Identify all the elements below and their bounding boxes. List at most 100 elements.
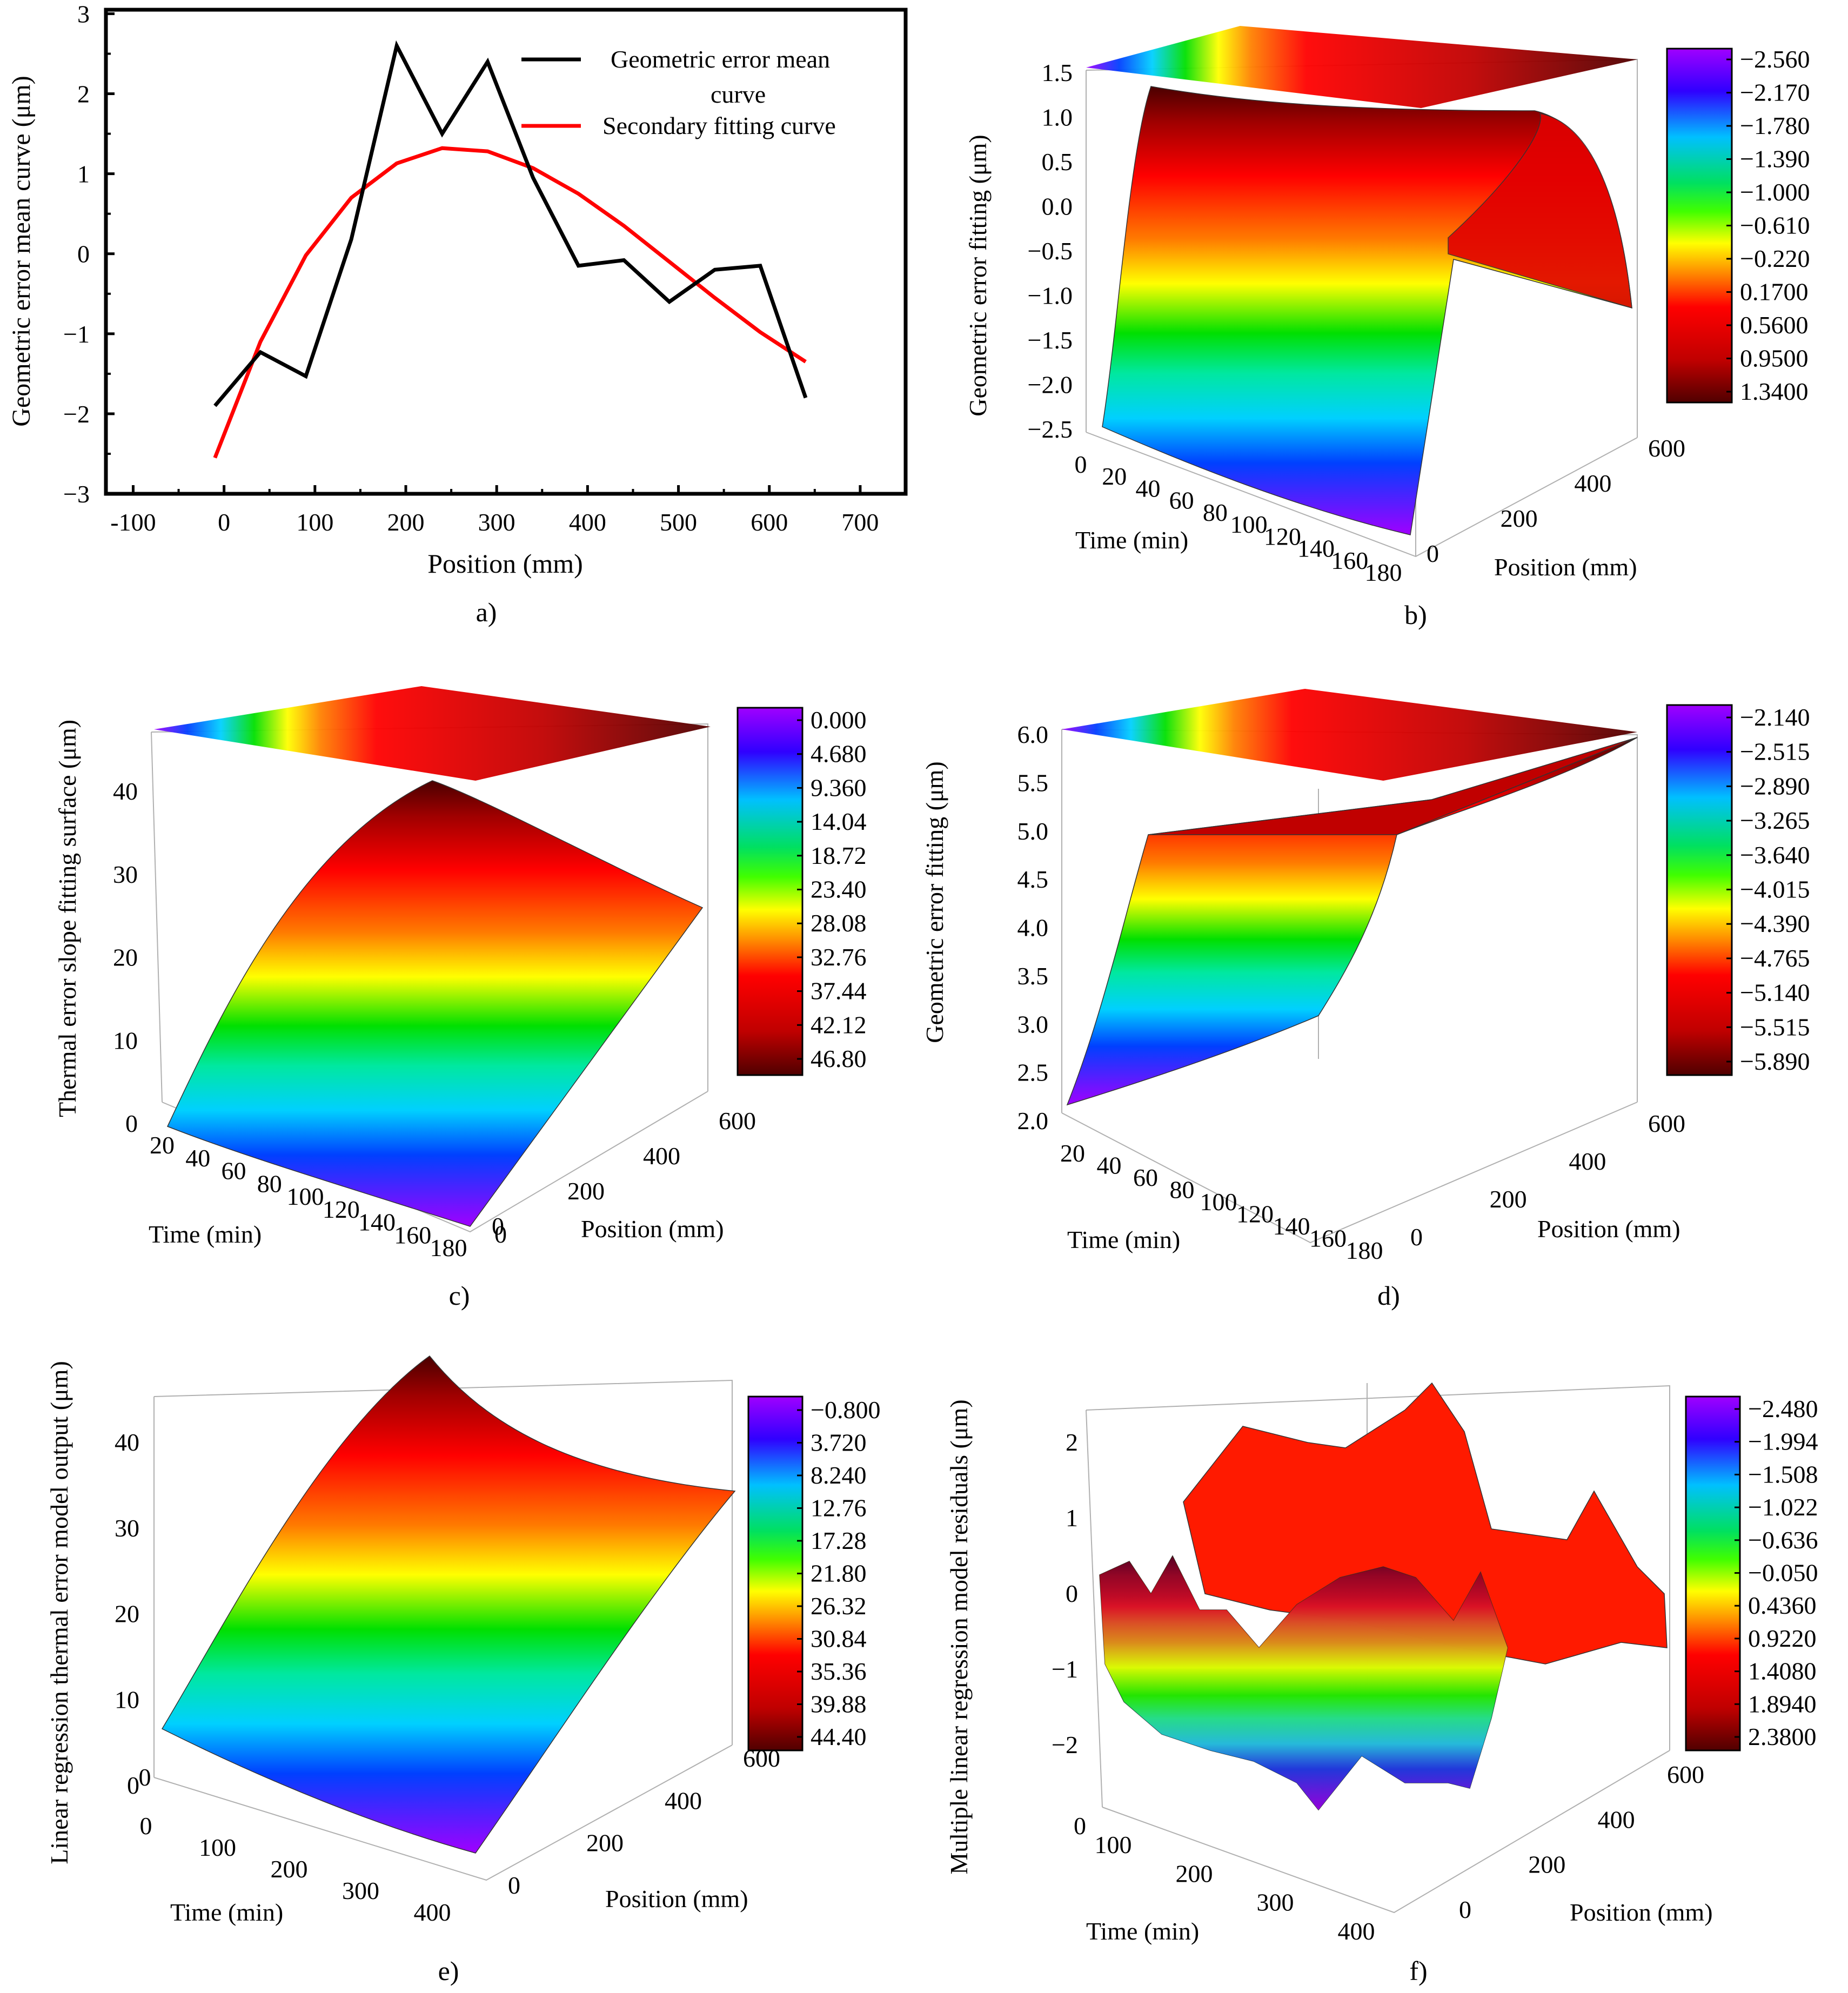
z-tick-label: −2.5 — [1028, 415, 1073, 443]
panel-b-zlabel: Geometric error fitting (μm) — [964, 135, 992, 417]
x-tick-label: 120 — [1264, 522, 1301, 550]
x-tick-label: 200 — [1176, 1860, 1213, 1887]
panel-f-xlabel: Time (min) — [1086, 1917, 1199, 1945]
colorbar-label: −2.480 — [1748, 1395, 1818, 1422]
y-tick-label: 0 — [1427, 540, 1439, 567]
panel-a-lines — [213, 40, 808, 459]
x-tick-label: 40 — [185, 1144, 210, 1172]
panel-e-y-ticks: 0 200 400 600 — [508, 1744, 780, 1899]
secondary-fitting-line — [213, 146, 807, 459]
panel-e-caption: e) — [438, 1956, 459, 1986]
y-origin-label: 0 — [494, 1220, 507, 1248]
panel-d-ylabel: Position (mm) — [1537, 1215, 1680, 1243]
z-tick-label: −0.5 — [1028, 237, 1073, 265]
x-tick-label: 80 — [1170, 1176, 1195, 1204]
colorbar-label: −5.515 — [1740, 1013, 1810, 1041]
panel-f-y-ticks: 0 200 400 600 — [1459, 1761, 1704, 1923]
colorbar-label: 1.3400 — [1740, 378, 1809, 405]
colorbar-label: 3.720 — [811, 1429, 867, 1457]
y-tick-label: −2 — [63, 400, 90, 428]
colorbar-label: −2.140 — [1740, 703, 1810, 731]
y-tick-label: 2 — [77, 80, 90, 108]
y-tick-label: 600 — [1648, 1110, 1685, 1137]
colorbar-label: 21.80 — [811, 1560, 867, 1587]
panel-c-colorbar — [736, 707, 804, 1076]
panel-e-surface — [161, 1355, 736, 1854]
x-tick-label: 400 — [569, 508, 606, 536]
x-tick-label: 140 — [1273, 1212, 1310, 1240]
colorbar-label: −5.890 — [1740, 1048, 1810, 1075]
x-tick-label: 60 — [222, 1157, 246, 1185]
z-tick-label: 6.0 — [1017, 721, 1049, 748]
colorbar-label: 0.1700 — [1740, 278, 1809, 306]
geometric-error-mean-line — [213, 40, 808, 407]
x-tick-label: 700 — [841, 508, 879, 536]
y-tick-label: −3 — [63, 480, 90, 508]
colorbar-label: 14.04 — [811, 808, 867, 835]
colorbar-label: 8.240 — [811, 1461, 867, 1489]
colorbar-label: 0.4360 — [1748, 1592, 1817, 1619]
x-tick-label: 600 — [751, 508, 788, 536]
colorbar-label: −2.560 — [1740, 45, 1810, 73]
x-origin-label: 0 — [139, 1763, 151, 1791]
panel-d-xlabel: Time (min) — [1067, 1226, 1180, 1253]
colorbar-label: 30.84 — [811, 1625, 867, 1653]
x-tick-label: 20 — [1102, 462, 1127, 490]
colorbar-label: −0.610 — [1740, 212, 1810, 239]
colorbar-label: −4.390 — [1740, 910, 1810, 937]
panel-c-surface — [166, 780, 704, 1227]
colorbar-label: 42.12 — [811, 1011, 867, 1038]
x-tick-label: 400 — [1338, 1917, 1375, 1945]
y-tick-label: 3 — [77, 0, 90, 28]
x-tick-label: 140 — [1297, 535, 1335, 562]
z-tick-label: −1 — [1052, 1655, 1078, 1683]
colorbar-label: 1.8940 — [1748, 1690, 1817, 1717]
colorbar-label: −1.780 — [1740, 112, 1810, 139]
panel-e-xlabel: Time (min) — [170, 1898, 283, 1926]
x-tick-label: 80 — [257, 1170, 282, 1197]
panel-c-y-ticks: 0 200 400 600 0 — [492, 1107, 756, 1248]
x-tick-label: 140 — [358, 1209, 396, 1236]
colorbar-label: −1.022 — [1748, 1493, 1818, 1521]
colorbar-label: 32.76 — [811, 943, 867, 971]
z-tick-label: 0.5 — [1042, 148, 1073, 176]
y-tick-label: 400 — [1569, 1148, 1606, 1175]
x-tick-label: 200 — [271, 1855, 308, 1883]
x-tick-label: 180 — [430, 1234, 467, 1261]
x-tick-label: 120 — [323, 1196, 360, 1223]
colorbar-label: −0.636 — [1748, 1526, 1818, 1554]
z-tick-label: −1.5 — [1028, 326, 1073, 354]
z-tick-label: 2.0 — [1017, 1107, 1049, 1135]
colorbar-label: 39.88 — [811, 1690, 867, 1718]
colorbar-label: −0.220 — [1740, 245, 1810, 272]
x-tick-label: 160 — [1309, 1225, 1347, 1252]
z-tick-label: 40 — [115, 1428, 139, 1456]
z-tick-label: 0 — [127, 1771, 139, 1799]
y-tick-label: 0 — [1410, 1223, 1423, 1251]
panel-a-legend: Geometric error mean curve Secondary fit… — [521, 45, 836, 139]
panel-c-xlabel: Time (min) — [149, 1220, 262, 1248]
x-tick-label: 100 — [199, 1834, 236, 1861]
legend-label-1: Geometric error mean — [611, 45, 830, 73]
x-tick-label: 100 — [1095, 1831, 1132, 1858]
colorbar-label: −4.015 — [1740, 876, 1810, 903]
colorbar-label: −1.000 — [1740, 178, 1810, 206]
x-tick-label: 40 — [1097, 1152, 1122, 1179]
panel-d-colorbar-labels: −2.140 −2.515 −2.890 −3.265 −3.640 −4.015 −4.3… — [1726, 703, 1810, 1075]
panel-b-xlabel: Time (min) — [1075, 526, 1188, 554]
panel-b-colorbar — [1666, 48, 1733, 404]
panel-f-colorbar-labels: −2.480 −1.994 −1.508 −1.022 −0.636 −0.050 0.43… — [1735, 1395, 1818, 1750]
colorbar-label: 23.40 — [811, 876, 867, 903]
panel-c-caption: c) — [449, 1280, 470, 1311]
x-tick-label: 160 — [394, 1221, 431, 1249]
x-tick-label: 120 — [1236, 1200, 1274, 1228]
panel-a: -100 0 100 200 300 400 500 600 700 −3 −2 −1 0 1 2 3 Ge… — [7, 0, 908, 627]
panel-b-caption: b) — [1404, 600, 1427, 630]
x-tick-label: 300 — [478, 508, 515, 536]
x-tick-label: -100 — [110, 508, 156, 536]
panel-d: −2.140 −2.515 −2.890 −3.265 −3.640 −4.015 −4.3… — [921, 689, 1810, 1311]
panel-d-surface-ridge — [1148, 737, 1638, 835]
colorbar-label: 12.76 — [811, 1494, 867, 1522]
z-tick-label: 20 — [115, 1600, 139, 1628]
